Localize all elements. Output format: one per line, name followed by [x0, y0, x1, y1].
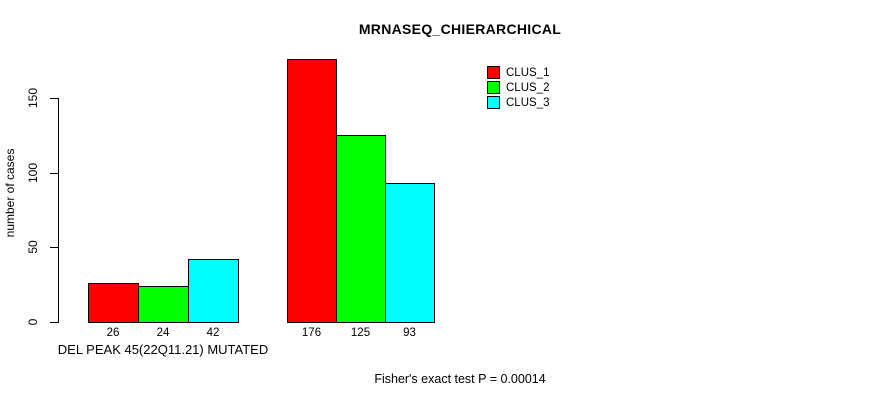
- y-tick-label: 150: [26, 87, 40, 109]
- bar-value-label: 176: [301, 327, 322, 339]
- y-tick: [50, 173, 58, 174]
- legend-item-clus-3: CLUS_3: [487, 95, 549, 110]
- bar-clus_2-group1: [138, 286, 189, 323]
- legend-label-clus-1: CLUS_1: [506, 66, 550, 79]
- legend-item-clus-2: CLUS_2: [487, 80, 549, 95]
- bar-value-label: 42: [206, 327, 220, 339]
- fisher-test-annotation: Fisher's exact test P = 0.00014: [374, 372, 546, 386]
- bar-clus_2-group2: [336, 135, 386, 323]
- bar-clus_3-group2: [385, 183, 435, 323]
- legend: CLUS_1 CLUS_2 CLUS_3: [487, 65, 549, 110]
- y-tick: [50, 322, 58, 323]
- legend-swatch-clus-2: [487, 81, 500, 94]
- x-category-label: DEL PEAK 45(22Q11.21) MUTATED: [57, 342, 269, 357]
- legend-label-clus-2: CLUS_2: [506, 81, 550, 94]
- legend-swatch-clus-3: [487, 96, 500, 109]
- bar-value-label: 24: [156, 327, 170, 339]
- y-tick: [50, 247, 58, 248]
- bar-clus_1-group1: [88, 283, 139, 323]
- bar-value-label: 26: [106, 327, 120, 339]
- y-tick-label: 100: [26, 162, 40, 184]
- legend-item-clus-1: CLUS_1: [487, 65, 549, 80]
- bar-clus_3-group1: [188, 259, 239, 323]
- bar-clus_1-group2: [287, 59, 337, 323]
- y-axis-line: [58, 98, 59, 323]
- y-tick-label: 50: [26, 240, 40, 254]
- bar-value-label: 125: [350, 327, 371, 339]
- bar-value-label: 93: [403, 327, 416, 339]
- y-axis-label: number of cases: [3, 148, 17, 238]
- legend-swatch-clus-1: [487, 66, 500, 79]
- legend-label-clus-3: CLUS_3: [506, 96, 550, 109]
- y-tick-label: 0: [26, 318, 40, 326]
- y-tick: [50, 98, 58, 99]
- chart-title: MRNASEQ_CHIERARCHICAL: [358, 21, 562, 37]
